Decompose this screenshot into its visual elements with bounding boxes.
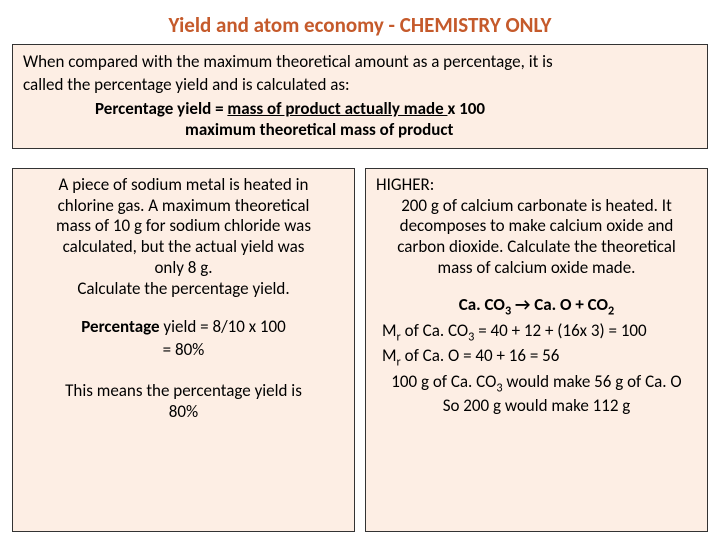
right-prompt-2: decomposes to make calcium oxide and [376,216,697,237]
mr-line-1: Mr of Ca. CO3 = 40 + 12 + (16x 3) = 100 [376,321,697,345]
c1-a: 100 g of Ca. CO [391,371,496,392]
left-calc-rest: yield = 8/10 x 100 [160,316,286,337]
formula-lhs: Percentage yield = [95,98,227,119]
eq-arrow-icon: → [511,294,534,315]
eq-products-sub: 2 [608,303,614,318]
left-prompt-4: calculated, but the actual yield was [23,237,344,258]
left-prompt-5: only 8 g. [23,258,344,279]
mr-line-2: Mr of Ca. O = 40 + 16 = 56 [376,346,697,370]
mr2-m: M [382,345,397,366]
formula-denominator: maximum theoretical mass of product [23,119,697,140]
chemical-equation: Ca. CO3 → Ca. O + CO2 [376,295,697,319]
left-meaning-1: This means the percentage yield is [23,381,344,402]
eq-reactant: Ca. CO [459,294,505,315]
left-prompt-6: Calculate the percentage yield. [23,279,344,300]
left-meaning-2: 80% [23,402,344,423]
left-example-panel: A piece of sodium metal is heated in chl… [12,168,355,532]
mr1-m: M [382,320,397,341]
left-calc-line-2: = 80% [23,340,344,361]
page-title: Yield and atom economy - CHEMISTRY ONLY [0,12,720,38]
mr2-rest: of Ca. O = 40 + 16 = 56 [401,345,560,366]
mr1-of: of Ca. CO [401,320,468,341]
higher-label: HIGHER: [376,175,697,196]
mr1-calc: = 40 + 12 + (16x 3) = 100 [474,320,646,341]
left-prompt-1: A piece of sodium metal is heated in [23,175,344,196]
right-prompt-3: carbon dioxide. Calculate the theoretica… [376,237,697,258]
left-calc-bold: Percentage [81,316,159,337]
right-prompt-1: 200 g of calcium carbonate is heated. It [376,196,697,217]
calc-result-1: 100 g of Ca. CO3 would make 56 g of Ca. … [376,372,697,396]
formula-numerator: mass of product actually made [227,98,447,119]
left-prompt-2: chlorine gas. A maximum theoretical [23,196,344,217]
eq-products: Ca. O + CO [534,294,608,315]
right-prompt-4: mass of calcium oxide made. [376,258,697,279]
intro-line-1: When compared with the maximum theoretic… [23,51,697,72]
formula-times-100: x 100 [448,98,486,119]
examples-row: A piece of sodium metal is heated in chl… [12,168,708,532]
left-calc-line-1: Percentage yield = 8/10 x 100 [23,317,344,338]
right-example-panel: HIGHER: 200 g of calcium carbonate is he… [365,168,708,532]
definition-box: When compared with the maximum theoretic… [12,44,708,149]
intro-line-2: called the percentage yield and is calcu… [23,74,697,95]
formula-numerator-line: Percentage yield = mass of product actua… [23,98,697,119]
calc-result-2: So 200 g would make 112 g [376,396,697,417]
left-prompt-3: mass of 10 g for sodium chloride was [23,216,344,237]
c1-b: would make 56 g of Ca. O [503,371,682,392]
